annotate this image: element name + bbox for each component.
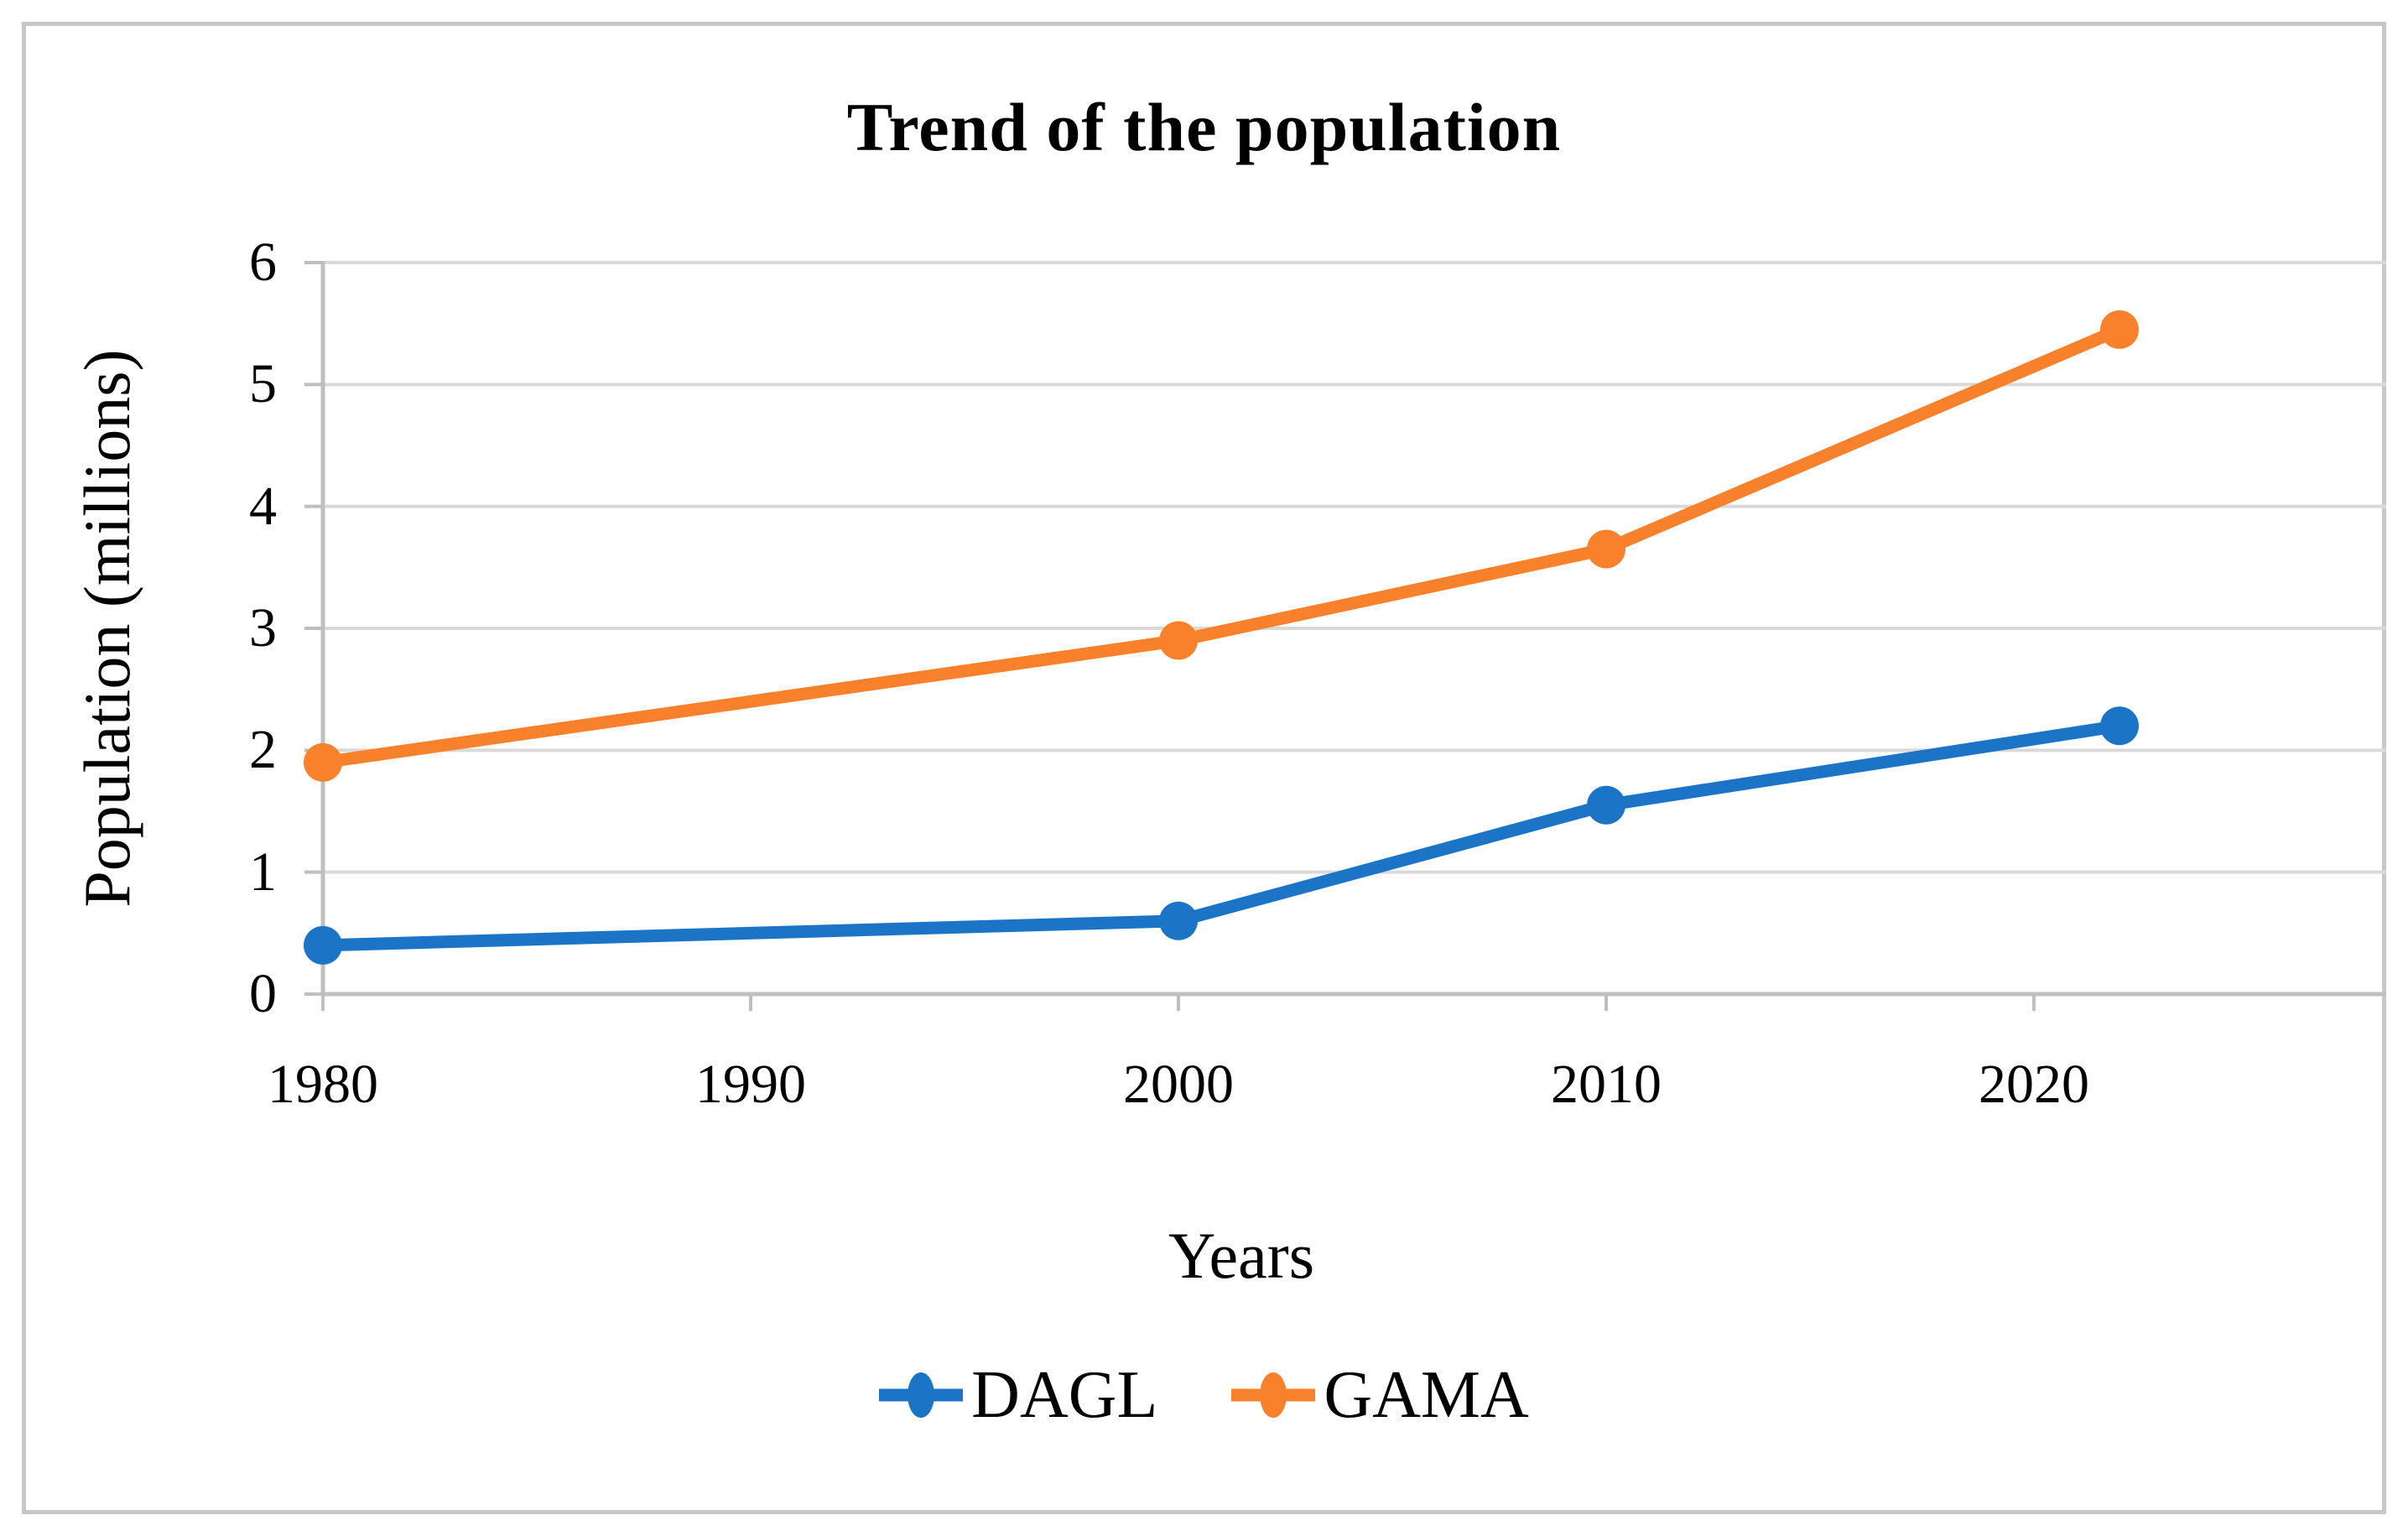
data-point-GAMA-2022 — [2100, 310, 2139, 349]
legend-label: GAMA — [1324, 1358, 1529, 1432]
y-tick-label: 3 — [249, 597, 277, 659]
x-tick-label: 1990 — [695, 1054, 806, 1115]
legend-marker-icon — [879, 1372, 964, 1418]
x-tick-label: 1980 — [268, 1054, 378, 1115]
figure-border — [22, 22, 2386, 1514]
data-point-GAMA-1980 — [304, 742, 342, 782]
y-tick-label: 6 — [249, 232, 277, 293]
y-tick-label: 4 — [249, 475, 277, 537]
data-point-DAGL-1980 — [304, 925, 342, 965]
series-line-DAGL — [316, 719, 2126, 952]
data-point-GAMA-2010 — [1587, 529, 1625, 569]
y-tick-label: 1 — [249, 841, 277, 903]
y-tick-label: 2 — [249, 719, 277, 781]
x-axis-title: Years — [1168, 1219, 1315, 1292]
x-tick-label: 2010 — [1551, 1054, 1662, 1115]
data-point-DAGL-2022 — [2100, 706, 2139, 746]
series-line-GAMA — [316, 323, 2126, 769]
legend: DAGL GAMA — [0, 1349, 2408, 1441]
x-tick-label: 2020 — [1979, 1054, 2089, 1115]
legend-item-GAMA: GAMA — [1231, 1349, 1529, 1441]
data-point-DAGL-2010 — [1587, 785, 1625, 825]
data-point-GAMA-2000 — [1159, 621, 1198, 660]
legend-marker-icon — [1231, 1372, 1316, 1418]
chart-title: Trend of the population — [846, 89, 1562, 165]
data-point-DAGL-2000 — [1159, 901, 1198, 940]
x-tick-label: 2000 — [1123, 1054, 1234, 1115]
y-tick-label: 0 — [249, 963, 277, 1024]
y-tick-label: 5 — [249, 353, 277, 415]
legend-label: DAGL — [971, 1358, 1158, 1432]
legend-item-DAGL: DAGL — [879, 1349, 1157, 1441]
